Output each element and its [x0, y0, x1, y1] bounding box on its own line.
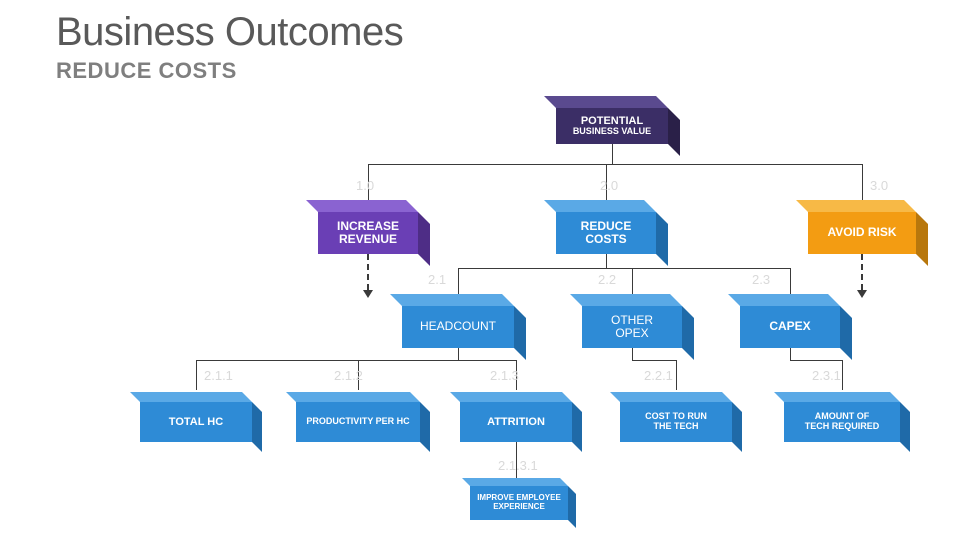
- node-n213: ATTRITION: [460, 402, 572, 442]
- connector-segment: [458, 268, 790, 269]
- node-label-line1: CAPEX: [769, 320, 810, 333]
- connector-segment: [368, 164, 862, 165]
- connector-segment: [632, 348, 633, 360]
- page-title: Business Outcomes: [56, 10, 403, 55]
- node-label-line1: TOTAL HC: [169, 416, 223, 428]
- node-n23: CAPEX: [740, 306, 840, 348]
- node-label-line2: REVENUE: [339, 233, 397, 246]
- connector-segment: [632, 360, 676, 361]
- node-label-line1: AVOID RISK: [827, 226, 896, 239]
- connector-segment: [612, 144, 613, 164]
- connector-segment: [790, 360, 842, 361]
- page-subtitle: REDUCE COSTS: [56, 58, 237, 84]
- arrow-down-icon: [363, 290, 373, 298]
- dashed-connector: [861, 254, 863, 290]
- connector-segment: [632, 268, 633, 294]
- node-label-line2: BUSINESS VALUE: [573, 127, 651, 137]
- node-n1: INCREASEREVENUE: [318, 212, 418, 254]
- connector-segment: [458, 348, 459, 360]
- node-n2131: IMPROVE EMPLOYEEEXPERIENCE: [470, 486, 568, 520]
- node-label-line1: HEADCOUNT: [420, 320, 496, 333]
- section-number-l231: 2.3.1: [812, 368, 841, 383]
- node-n3: AVOID RISK: [808, 212, 916, 254]
- section-number-l221: 2.2.1: [644, 368, 673, 383]
- node-n22: OTHEROPEX: [582, 306, 682, 348]
- node-label-line1: ATTRITION: [487, 416, 545, 428]
- dashed-connector: [367, 254, 369, 290]
- connector-segment: [676, 360, 677, 390]
- node-n212: PRODUCTIVITY PER HC: [296, 402, 420, 442]
- node-label-line2: EXPERIENCE: [493, 503, 545, 512]
- section-number-l21: 2.1: [428, 272, 446, 287]
- connector-segment: [196, 360, 197, 390]
- section-number-l23: 2.3: [752, 272, 770, 287]
- connector-segment: [842, 360, 843, 390]
- node-n231: AMOUNT OFTECH REQUIRED: [784, 402, 900, 442]
- section-number-l2131: 2.1.3.1: [498, 458, 538, 473]
- diagram-stage: Business Outcomes REDUCE COSTS POTENTIAL…: [0, 0, 979, 551]
- section-number-l211: 2.1.1: [204, 368, 233, 383]
- connector-segment: [196, 360, 516, 361]
- section-number-l1: 1.0: [356, 178, 374, 193]
- node-root: POTENTIALBUSINESS VALUE: [556, 108, 668, 144]
- node-label-line2: THE TECH: [654, 422, 699, 432]
- section-number-l212: 2.1.2: [334, 368, 363, 383]
- section-number-l213: 2.1.3: [490, 368, 519, 383]
- connector-segment: [790, 268, 791, 294]
- arrow-down-icon: [857, 290, 867, 298]
- node-label-line2: TECH REQUIRED: [805, 422, 880, 432]
- node-n211: TOTAL HC: [140, 402, 252, 442]
- node-label-line2: OPEX: [615, 327, 648, 340]
- node-n21: HEADCOUNT: [402, 306, 514, 348]
- section-number-l22: 2.2: [598, 272, 616, 287]
- connector-segment: [790, 348, 791, 360]
- node-n2: REDUCECOSTS: [556, 212, 656, 254]
- section-number-l3: 3.0: [870, 178, 888, 193]
- connector-segment: [458, 268, 459, 294]
- connector-segment: [862, 164, 863, 200]
- node-label-line2: COSTS: [585, 233, 626, 246]
- section-number-l2: 2.0: [600, 178, 618, 193]
- node-label-line1: PRODUCTIVITY PER HC: [306, 417, 409, 427]
- connector-segment: [606, 254, 607, 268]
- node-n221: COST TO RUNTHE TECH: [620, 402, 732, 442]
